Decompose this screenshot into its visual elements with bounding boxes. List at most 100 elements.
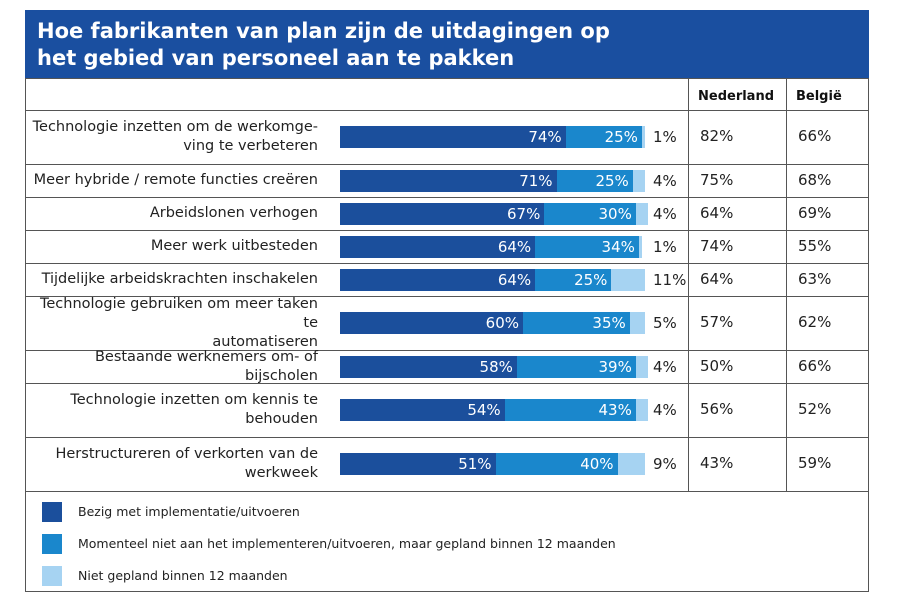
bar-segment (516, 355, 636, 378)
bar-segment (340, 169, 557, 192)
row-line (25, 110, 869, 111)
bar-segment (340, 399, 505, 421)
legend-label: Niet gepland binnen 12 maanden (78, 568, 288, 583)
row-line (25, 230, 869, 231)
table-cell: 63% (798, 269, 832, 288)
table-cell: 59% (798, 454, 832, 472)
value-label: 35% (592, 314, 626, 332)
table-cell: 66% (798, 127, 832, 145)
column-header: België (796, 89, 842, 104)
table-cell: 52% (798, 400, 832, 418)
legend-swatch (42, 566, 62, 586)
bar-segment (565, 126, 642, 148)
bar-segment (641, 126, 645, 148)
bar-segment (535, 235, 639, 258)
table-cell: 75% (700, 170, 734, 189)
category-label: Technologie inzetten om kennis te behoud… (70, 392, 318, 427)
value-label: 54% (467, 401, 501, 419)
value-label: 25% (604, 128, 638, 146)
row-line (25, 437, 869, 438)
bar-segment (340, 235, 536, 258)
bar-segment (340, 268, 536, 291)
bar-segment (635, 399, 649, 421)
value-label: 67% (507, 204, 541, 223)
bar-segment (340, 312, 523, 334)
bar-segment (523, 312, 630, 334)
row-line (25, 296, 869, 297)
value-label: 11% (653, 270, 687, 289)
value-label: 30% (598, 204, 632, 223)
legend-swatch (42, 502, 62, 522)
category-label: Arbeidslonen verhogen (149, 205, 318, 221)
row-line (25, 491, 869, 492)
table-cell: 56% (700, 400, 734, 418)
bar-segment (611, 268, 645, 291)
column-header: Nederland (698, 89, 775, 104)
category-label: Herstructureren of verkorten van de werk… (55, 446, 318, 481)
category-label: Technologie inzetten om de werkomge- vin… (32, 119, 318, 154)
table-cell: 55% (798, 236, 832, 255)
bar-segment (617, 453, 645, 475)
legend-swatch (42, 534, 62, 554)
value-label: 5% (653, 314, 677, 332)
table-cell: 50% (700, 356, 734, 375)
value-label: 51% (458, 455, 492, 473)
chart-title: Hoe fabrikanten van plan zijn de uitdagi… (25, 10, 869, 78)
table-cell: 64% (700, 269, 734, 288)
value-label: 25% (595, 171, 629, 190)
table-cell: 62% (798, 313, 832, 331)
bar-segment (340, 126, 566, 148)
value-label: 58% (479, 357, 513, 376)
value-label: 4% (653, 401, 677, 419)
value-label: 4% (653, 171, 677, 190)
bar-segment (535, 268, 612, 291)
bar-segment (340, 202, 545, 225)
category-label: Technologie gebruiken om meer taken te a… (39, 295, 318, 350)
value-label: 60% (485, 314, 519, 332)
table-cell: 69% (798, 203, 832, 222)
table-cell: 43% (700, 454, 734, 472)
value-label: 4% (653, 357, 677, 376)
row-line (25, 263, 869, 264)
column-line (688, 78, 689, 492)
value-label: 1% (653, 128, 677, 146)
row-line (25, 197, 869, 198)
value-label: 4% (653, 204, 677, 223)
value-label: 1% (653, 237, 677, 256)
table-cell: 66% (798, 356, 832, 375)
value-label: 34% (601, 237, 635, 256)
bar-segment (629, 312, 645, 334)
bar-segment (635, 202, 649, 225)
value-label: 40% (580, 455, 614, 473)
row-line (25, 383, 869, 384)
table-cell: 74% (700, 236, 734, 255)
category-label: Bestaande werknemers om- of bijscholen (94, 348, 318, 384)
value-label: 25% (574, 270, 608, 289)
table-cell: 68% (798, 170, 832, 189)
bar-segment (635, 355, 649, 378)
bar-segment (638, 235, 642, 258)
bar-segment (340, 453, 496, 475)
row-line (25, 350, 869, 351)
value-label: 43% (598, 401, 632, 419)
value-label: 9% (653, 455, 677, 473)
legend-label: Momenteel niet aan het implementeren/uit… (78, 536, 616, 551)
value-label: 64% (497, 237, 532, 256)
value-label: 39% (598, 357, 632, 376)
value-label: 71% (519, 171, 553, 190)
category-label: Meer hybride / remote functies creëren (33, 172, 318, 188)
table-cell: 64% (700, 203, 734, 222)
row-line (25, 78, 869, 79)
bar-segment (556, 169, 633, 192)
row-line (25, 164, 869, 165)
bar-segment (340, 355, 517, 378)
legend-label: Bezig met implementatie/uitvoeren (78, 504, 300, 519)
bar-segment (504, 399, 636, 421)
table-cell: 57% (700, 313, 734, 331)
category-label: Tijdelijke arbeidskrachten inschakelen (41, 271, 318, 287)
value-label: 64% (497, 270, 532, 289)
column-line (786, 78, 787, 492)
bar-segment (544, 202, 636, 225)
bar-segment (495, 453, 618, 475)
